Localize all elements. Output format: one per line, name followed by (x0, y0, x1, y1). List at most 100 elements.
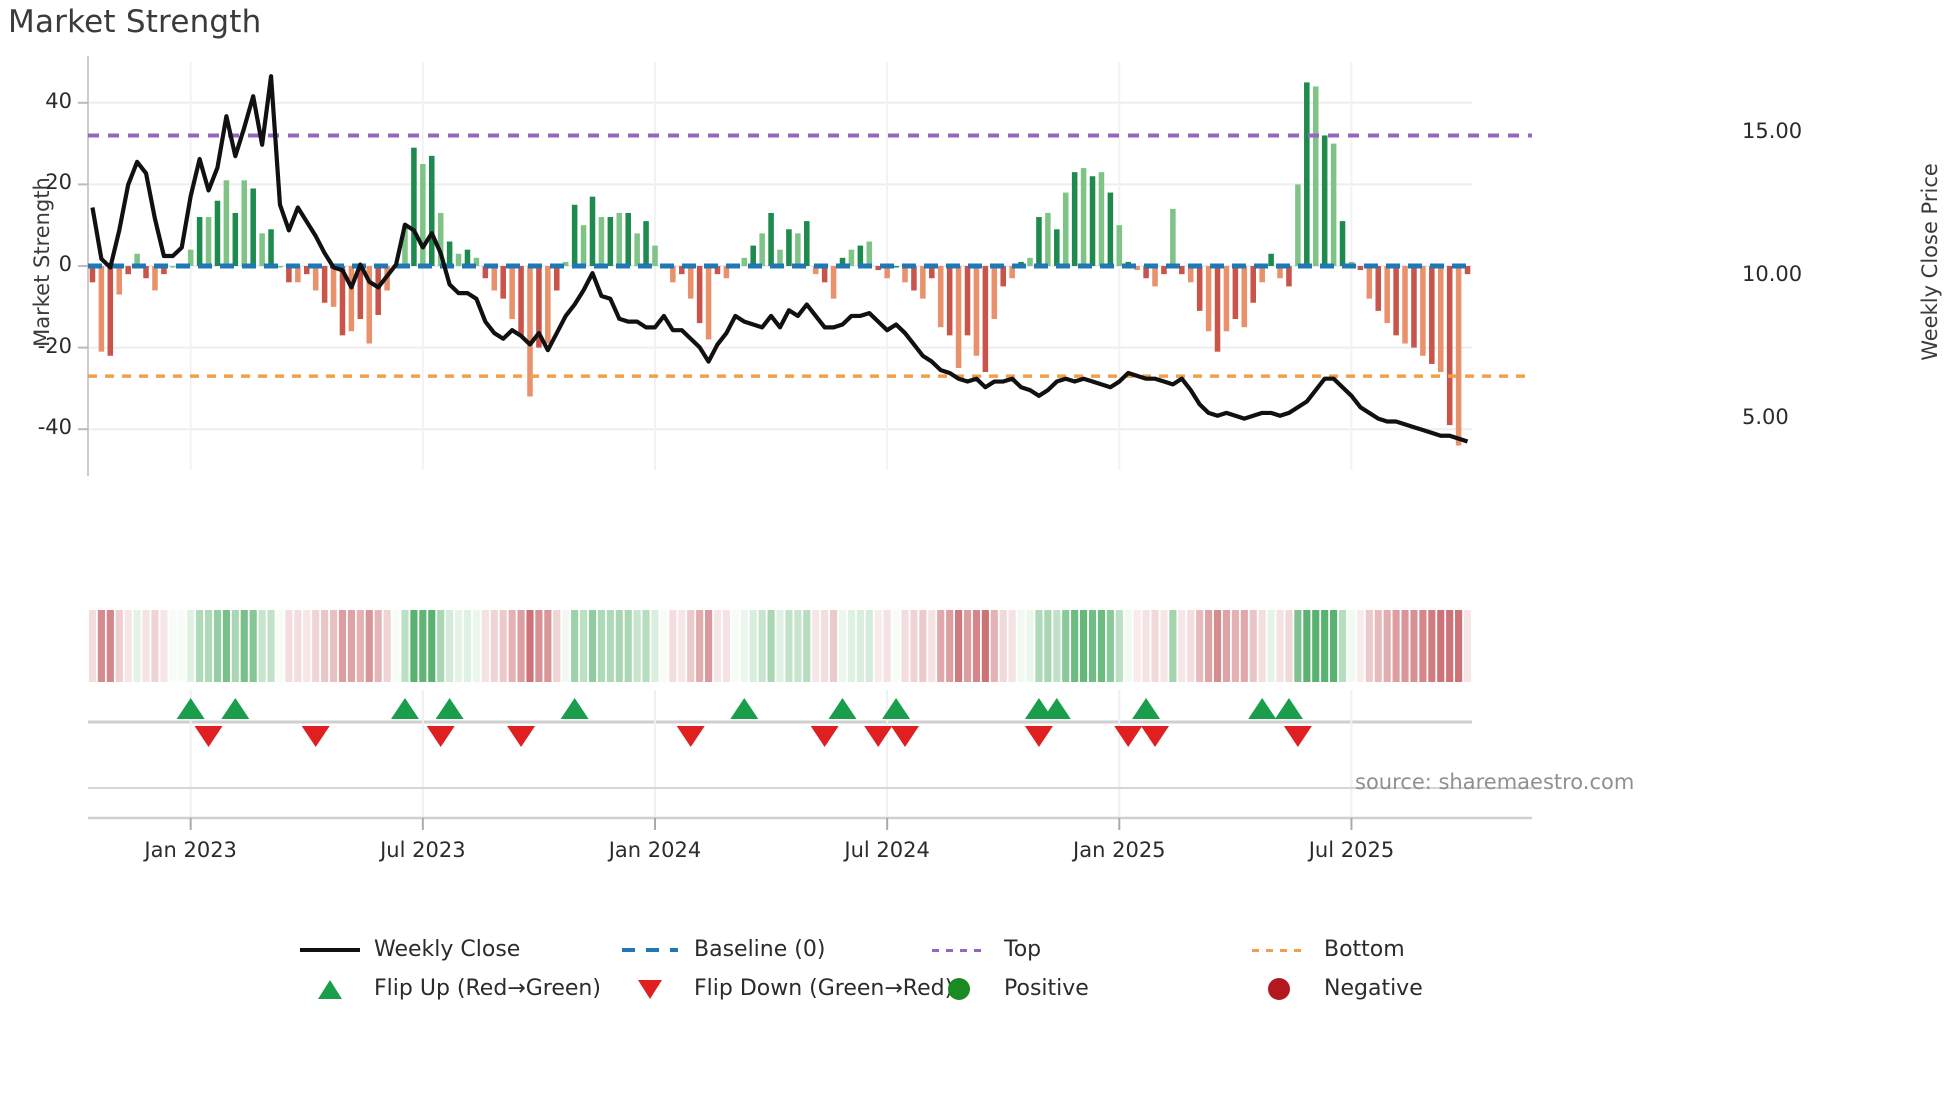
heat-strip-cell (919, 610, 927, 682)
flip-up-marker[interactable] (882, 698, 911, 719)
strength-bar (428, 155, 435, 266)
heat-strip-cell (1294, 610, 1302, 682)
heat-strip-cell (660, 610, 668, 682)
legend-item-flip-down[interactable]: Flip Down (Green→Red) (620, 976, 953, 1001)
strength-bar (634, 233, 640, 266)
strength-bar (777, 249, 783, 266)
flip-down-marker[interactable] (676, 726, 705, 747)
heat-strip-cell (1463, 610, 1472, 682)
legend-item-weekly-close[interactable]: Weekly Close (300, 937, 620, 962)
strength-bar (214, 200, 221, 266)
strength-bar (1214, 266, 1221, 352)
heat-strip-cell (597, 610, 605, 682)
strength-bar (1170, 208, 1176, 266)
heat-strip-cell (1338, 610, 1347, 682)
heat-strip-cell (124, 610, 132, 682)
strength-bar (687, 266, 694, 299)
heat-strip-cell (794, 610, 802, 682)
heat-strip-cell (1044, 610, 1052, 682)
heat-strip-cell (437, 610, 445, 682)
strength-bar (482, 266, 489, 279)
flip-down-marker[interactable] (194, 726, 223, 747)
flip-down-marker[interactable] (864, 726, 893, 747)
flip-up-marker[interactable] (1132, 698, 1161, 719)
heat-strip-cell (178, 610, 186, 682)
strength-bar (250, 188, 256, 266)
strength-bar (1437, 266, 1444, 373)
heat-strip-cell (1330, 610, 1338, 682)
heat-strip-cell (767, 610, 775, 682)
negative-swatch-icon (1250, 977, 1310, 1000)
strength-bar (455, 253, 462, 266)
legend-item-baseline[interactable]: Baseline (0) (620, 937, 930, 962)
flip-down-marker[interactable] (1283, 726, 1312, 747)
heat-strip-cell (678, 610, 686, 682)
flip-up-marker[interactable] (435, 698, 464, 719)
flip-down-marker[interactable] (810, 726, 839, 747)
flip-up-marker[interactable] (828, 698, 857, 719)
legend-item-top[interactable]: Top (930, 937, 1250, 962)
strength-bar (1000, 266, 1006, 287)
heat-strip-cell (990, 610, 998, 682)
flip-down-marker[interactable] (301, 726, 330, 747)
flip-up-marker[interactable] (1274, 698, 1303, 719)
strength-bar (1152, 266, 1158, 287)
heat-strip-cell (1053, 610, 1061, 682)
legend-item-flip-up[interactable]: Flip Up (Red→Green) (300, 976, 620, 1001)
strength-bar (1205, 266, 1212, 332)
strength-bar (607, 217, 614, 266)
flip-up-marker[interactable] (221, 698, 250, 719)
strength-bar (1295, 184, 1301, 266)
flip-down-marker[interactable] (891, 726, 920, 747)
heat-strip-cell (258, 610, 266, 682)
strength-bar (196, 217, 203, 266)
flip-up-marker[interactable] (560, 698, 589, 719)
heat-strip-cell (955, 610, 963, 682)
heat-strip-cell (901, 610, 909, 682)
heat-strip-cell (472, 610, 480, 682)
flip-marker-band (88, 690, 1472, 818)
heat-strip-cell (1106, 610, 1114, 682)
x-axis-tick-label: Jul 2025 (1308, 838, 1395, 862)
strength-bar (357, 266, 364, 320)
heat-strip-cell (347, 610, 355, 682)
heat-strip-cell (713, 610, 722, 682)
flip-up-marker[interactable] (1024, 698, 1053, 719)
flip-down-marker[interactable] (1114, 726, 1143, 747)
heat-strip-cell (1356, 610, 1364, 682)
strength-bar (402, 225, 408, 266)
strength-bar (1134, 266, 1140, 271)
heat-strip-cell (1446, 610, 1454, 682)
flip-up-marker[interactable] (730, 698, 759, 719)
strength-bar (223, 180, 230, 266)
legend-label-weekly-close: Weekly Close (374, 937, 521, 962)
flip-down-marker[interactable] (426, 726, 455, 747)
strength-bar (625, 212, 631, 266)
strength-bar (1366, 266, 1373, 299)
flip-up-marker[interactable] (176, 698, 205, 719)
legend-item-bottom[interactable]: Bottom (1250, 937, 1580, 962)
flip-up-marker[interactable] (1248, 698, 1277, 719)
strength-bar (982, 266, 989, 373)
heat-strip-cell (830, 610, 838, 682)
legend-item-positive[interactable]: Positive (930, 976, 1250, 1001)
strength-bar (89, 266, 96, 283)
heat-strip-cell (803, 610, 811, 682)
heat-strip-cell (642, 610, 650, 682)
heat-strip-cell (946, 610, 954, 682)
legend-label-baseline: Baseline (0) (694, 937, 826, 962)
strength-bar (187, 249, 194, 266)
strength-bar (1098, 172, 1105, 266)
flip-down-marker[interactable] (507, 726, 536, 747)
flip-up-marker[interactable] (1042, 698, 1071, 719)
strength-bar (1339, 221, 1346, 266)
flip-up-marker[interactable] (390, 698, 419, 719)
flip-down-marker[interactable] (1141, 726, 1170, 747)
strength-bar (1259, 266, 1265, 283)
heat-strip-cell (972, 610, 981, 682)
strength-bar (1312, 86, 1319, 266)
legend-label-negative: Negative (1324, 976, 1423, 1001)
flip-up-swatch-icon (300, 978, 360, 1000)
flip-down-marker[interactable] (1024, 726, 1053, 747)
legend-item-negative[interactable]: Negative (1250, 976, 1580, 1001)
